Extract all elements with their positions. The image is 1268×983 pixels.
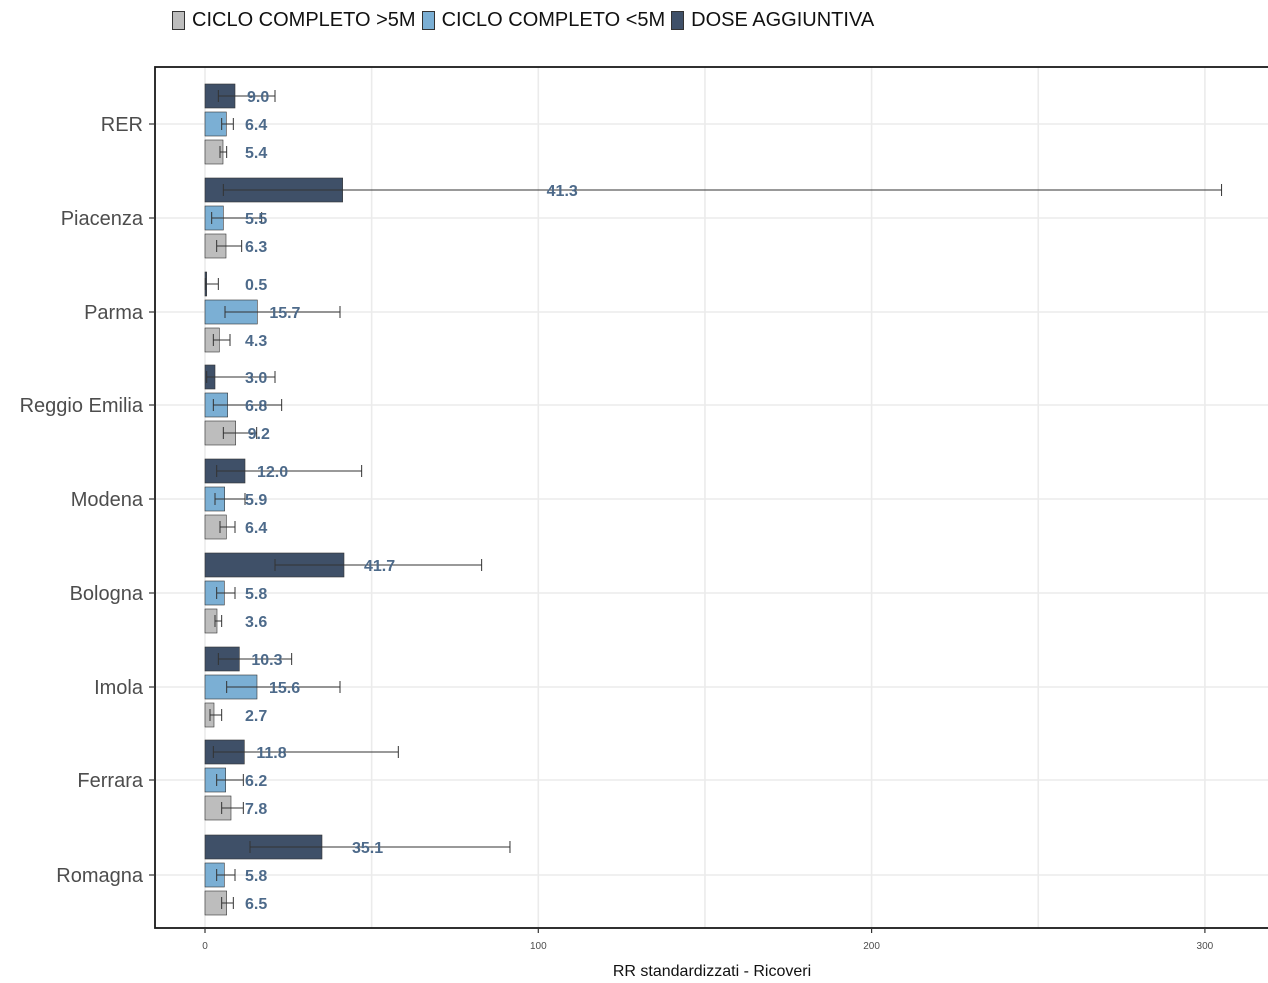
data-label: 3.6 (245, 614, 267, 631)
bars (204, 83, 1223, 916)
category-label: Modena (71, 489, 144, 511)
legend-item: CICLO COMPLETO >5M (172, 9, 416, 32)
data-label: 6.3 (245, 239, 267, 256)
legend-label: CICLO COMPLETO >5M (192, 8, 416, 31)
category-label: RER (101, 114, 143, 136)
y-axis: RER Piacenza Parma Reggio Emilia Modena Bolog… (20, 114, 155, 887)
data-label: 5.8 (245, 586, 267, 603)
legend: CICLO COMPLETO >5M CICLO COMPLETO <5M DOSE… (172, 7, 880, 33)
panel-border (154, 66, 1268, 929)
category-label: Bologna (70, 583, 144, 605)
category-label: Ferrara (77, 770, 143, 792)
data-label: 5.5 (245, 211, 267, 228)
data-label: 15.7 (269, 305, 300, 322)
legend-key (421, 10, 435, 30)
data-label: 3.0 (245, 370, 267, 387)
legend-key (671, 10, 685, 30)
category-label: Romagna (56, 865, 144, 887)
grid (155, 67, 1268, 928)
data-label: 6.4 (245, 520, 267, 537)
x-tick-label: 100 (530, 941, 547, 952)
x-tick-label: 200 (863, 941, 880, 952)
data-label: 7.8 (245, 801, 267, 818)
legend-item: DOSE AGGIUNTIVA (671, 9, 874, 32)
x-tick-label: 300 (1197, 941, 1214, 952)
legend-item: CICLO COMPLETO <5M (421, 8, 666, 32)
category-label: Imola (94, 677, 144, 699)
x-axis: 0 100 200 300 (202, 928, 1214, 952)
data-label: 6.4 (245, 117, 267, 134)
data-label: 6.2 (245, 773, 267, 790)
x-tick-label: 0 (202, 941, 208, 952)
data-label: 35.1 (352, 840, 383, 857)
data-label: 2.7 (245, 708, 267, 725)
data-label: 4.3 (245, 333, 267, 350)
data-label: 9.0 (247, 89, 269, 106)
data-label: 9.2 (248, 426, 270, 443)
data-label: 41.7 (364, 558, 395, 575)
data-label: 0.5 (245, 277, 267, 294)
data-label: 10.3 (251, 652, 282, 669)
legend-label: DOSE AGGIUNTIVA (691, 8, 875, 31)
data-label: 12.0 (257, 464, 288, 481)
data-label: 6.8 (245, 398, 267, 415)
value-labels: 9.0 41.3 0.5 3.0 12.0 41.7 10.3 11.8 35.1 6.4 5.5 1… (245, 89, 578, 913)
x-axis-title: RR standardizzati - Ricoveri (613, 963, 811, 980)
data-label: 5.8 (245, 868, 267, 885)
category-label: Piacenza (61, 208, 144, 230)
category-label: Parma (84, 302, 144, 324)
data-label: 6.5 (245, 896, 267, 913)
legend-key (172, 10, 185, 30)
legend-label: CICLO COMPLETO <5M (441, 8, 666, 31)
data-label: 5.4 (245, 145, 267, 162)
data-label: 11.8 (256, 745, 286, 762)
category-label: Reggio Emilia (20, 395, 144, 417)
data-label: 5.9 (245, 492, 267, 509)
data-label: 41.3 (547, 183, 578, 200)
data-label: 15.6 (269, 680, 300, 697)
